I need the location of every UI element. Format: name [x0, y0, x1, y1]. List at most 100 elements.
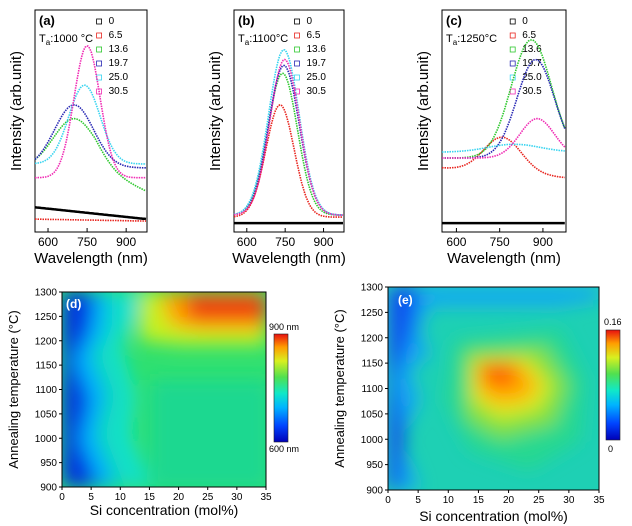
legend-marker: [96, 18, 102, 25]
heatmap-e: (e) 0.16 0: [387, 286, 622, 491]
y-axis-label: Annealing temperature (°C): [6, 310, 21, 468]
legend-label: 19.7: [109, 58, 129, 69]
legend-marker: [294, 18, 300, 25]
y-tick-label: 1200: [35, 336, 58, 347]
legend-marker: [509, 46, 516, 53]
x-tick-label: 15: [144, 492, 156, 503]
temperature-label: Ta:1000 °C: [39, 33, 93, 47]
y-tick-label: 1000: [361, 435, 384, 446]
y-tick-label: 1000: [35, 434, 58, 445]
temperature-label: Ta:1100°C: [238, 33, 288, 47]
colorbar-e-bottom: 0: [608, 444, 613, 454]
colorbar-e: [605, 329, 621, 441]
legend-label: 6.5: [109, 30, 123, 41]
spectrum-series-19.7: [233, 64, 344, 216]
colorbar-d: [273, 333, 289, 443]
spectrum-series-30.5: [35, 45, 146, 179]
legend-marker: [294, 32, 300, 39]
temperature-label: Ta:1250°C: [446, 33, 497, 47]
x-tick-label: 15: [473, 495, 485, 506]
x-tick-label: 750: [77, 235, 97, 249]
y-tick-label: 1100: [361, 384, 383, 395]
x-tick-label: 25: [533, 495, 545, 506]
x-tick-label: 10: [115, 492, 127, 503]
heatmap-axes-d: 0 5 10 15 20 25 30 35 1300 1250 1200 1150 1100 1050 10…: [6, 288, 272, 519]
spectrum-series-25.0: [34, 84, 146, 165]
x-axis-label: Si concentration (mol%): [90, 502, 239, 518]
legend-label: 30.5: [522, 86, 542, 97]
x-axis-label: Wavelength (nm): [34, 250, 148, 267]
y-tick-label: 1250: [35, 312, 58, 323]
spectrum-series-13.6: [442, 39, 566, 159]
legend-marker: [96, 32, 102, 39]
y-tick-label: 950: [366, 460, 383, 471]
legend-label: 25.0: [522, 72, 542, 83]
spectrum-series-13.6: [233, 72, 343, 216]
spectrum-series-25.0: [441, 143, 565, 153]
x-axis-label: Wavelength (nm): [447, 250, 561, 267]
x-axis-label: Si concentration (mol%): [419, 508, 568, 524]
spectra-panels: (a) Ta:1000 °C 0 6.5 13.6 19.7 25.0 30.5 600 750 9…: [8, 9, 567, 267]
legend-label: 6.5: [522, 30, 536, 41]
panel-label-d: (d): [66, 297, 81, 311]
x-tick-label: 20: [503, 495, 515, 506]
y-tick-label: 1200: [361, 333, 384, 344]
colorbar-d-top: 900 nm: [269, 322, 299, 332]
legend-marker: [96, 60, 102, 67]
y-tick-label: 1300: [361, 283, 384, 294]
y-tick-label: 1050: [361, 409, 384, 420]
y-tick-label: 1100: [35, 385, 57, 396]
y-axis-label: Annealing temperature (°C): [332, 309, 347, 467]
spectrum-series-6.5: [35, 218, 147, 222]
x-tick-label: 35: [260, 492, 272, 503]
legend-marker: [96, 74, 102, 81]
x-axis-label: Wavelength (nm): [232, 250, 346, 267]
legend-label: 0: [109, 16, 115, 27]
colorbar-d-bottom: 600 nm: [269, 444, 299, 454]
panel-label: (c): [446, 13, 462, 28]
x-tick-label: 750: [490, 235, 510, 249]
y-axis-label: Intensity (arb.unit): [207, 51, 224, 171]
y-tick-label: 1150: [35, 361, 57, 372]
x-tick-label: 30: [231, 492, 243, 503]
panel-label-e: (e): [398, 293, 413, 307]
colorbar-e-top: 0.16: [604, 317, 622, 327]
legend-label: 0: [522, 16, 528, 27]
heatmap-axes-e: 0 5 10 15 20 25 30 35 1300 1250 1200 1150 1100 1050 10…: [332, 283, 605, 525]
spectrum-panel-3: (c) Ta:1250°C 0 6.5 13.6 19.7 25.0 30.5 600 750 90…: [415, 9, 567, 267]
legend-marker: [96, 46, 102, 53]
x-tick-label: 5: [415, 495, 421, 506]
y-tick-label: 900: [40, 483, 57, 494]
heatmap-d: (d) 900 nm 600 nm: [61, 291, 299, 488]
x-tick-label: 600: [446, 235, 466, 249]
legend-marker: [509, 32, 516, 39]
spectrum-series-19.7: [442, 58, 566, 159]
legend-label: 19.7: [522, 58, 542, 69]
x-tick-label: 750: [275, 235, 295, 249]
legend-label: 25.0: [307, 72, 327, 83]
y-axis-label: Intensity (arb.unit): [8, 51, 25, 171]
x-tick-label: 0: [385, 495, 391, 506]
panel-label: (b): [238, 13, 255, 28]
legend-label: 30.5: [109, 86, 129, 97]
x-tick-label: 35: [593, 495, 605, 506]
spectrum-series-25.0: [233, 49, 344, 216]
legend-label: 13.6: [307, 44, 327, 55]
legend-marker: [509, 18, 516, 25]
y-tick-label: 900: [366, 486, 383, 497]
legend-marker: [294, 74, 300, 81]
spectrum-panel-1: (a) Ta:1000 °C 0 6.5 13.6 19.7 25.0 30.5 600 750 9…: [8, 9, 148, 267]
legend-marker: [294, 46, 300, 53]
legend-label: 19.7: [307, 58, 327, 69]
spectrum-series-19.7: [34, 104, 146, 169]
legend-label: 13.6: [522, 44, 542, 55]
legend-marker: [509, 60, 516, 67]
y-tick-label: 1300: [35, 288, 58, 299]
x-tick-label: 5: [88, 492, 94, 503]
y-tick-label: 1150: [361, 359, 383, 370]
y-tick-label: 1250: [361, 308, 384, 319]
x-tick-label: 20: [173, 492, 185, 503]
y-tick-label: 950: [40, 458, 57, 469]
x-tick-label: 25: [202, 492, 214, 503]
